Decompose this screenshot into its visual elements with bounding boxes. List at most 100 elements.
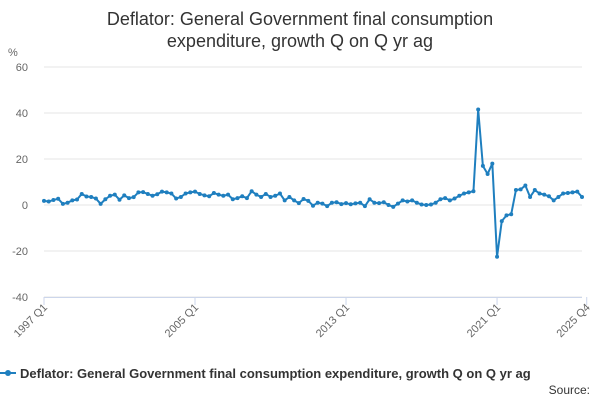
- data-point[interactable]: [372, 200, 377, 205]
- data-point[interactable]: [405, 199, 410, 204]
- data-point[interactable]: [259, 194, 264, 199]
- data-point[interactable]: [433, 200, 438, 205]
- data-point[interactable]: [471, 189, 476, 194]
- data-point[interactable]: [485, 171, 490, 176]
- data-point[interactable]: [207, 194, 212, 199]
- data-point[interactable]: [93, 196, 98, 201]
- data-point[interactable]: [79, 191, 84, 196]
- data-point[interactable]: [249, 189, 254, 194]
- data-point[interactable]: [513, 188, 518, 193]
- data-point[interactable]: [424, 203, 429, 207]
- data-point[interactable]: [334, 200, 339, 205]
- data-point[interactable]: [428, 202, 433, 207]
- data-point[interactable]: [476, 107, 481, 112]
- data-point[interactable]: [561, 191, 566, 196]
- data-point[interactable]: [169, 191, 174, 196]
- data-point[interactable]: [164, 190, 169, 195]
- data-point[interactable]: [202, 193, 207, 198]
- data-point[interactable]: [292, 198, 297, 203]
- data-point[interactable]: [141, 190, 146, 195]
- data-point[interactable]: [480, 163, 485, 168]
- data-point[interactable]: [70, 198, 75, 203]
- data-point[interactable]: [273, 193, 278, 198]
- data-point[interactable]: [362, 204, 367, 209]
- data-point[interactable]: [150, 193, 155, 198]
- data-point[interactable]: [183, 191, 188, 196]
- data-point[interactable]: [159, 189, 164, 194]
- data-point[interactable]: [235, 196, 240, 201]
- data-point[interactable]: [466, 190, 471, 195]
- data-point[interactable]: [108, 193, 113, 198]
- data-point[interactable]: [495, 254, 500, 259]
- data-point[interactable]: [532, 188, 537, 193]
- data-point[interactable]: [565, 191, 570, 196]
- data-point[interactable]: [46, 199, 51, 204]
- data-point[interactable]: [386, 203, 391, 207]
- data-point[interactable]: [60, 201, 65, 206]
- data-point[interactable]: [348, 202, 353, 207]
- data-point[interactable]: [580, 194, 584, 199]
- data-point[interactable]: [344, 201, 349, 206]
- data-point[interactable]: [400, 198, 405, 203]
- data-point[interactable]: [329, 200, 334, 205]
- data-point[interactable]: [381, 200, 386, 205]
- data-point[interactable]: [556, 194, 561, 199]
- data-point[interactable]: [353, 201, 358, 206]
- data-point[interactable]: [575, 189, 580, 194]
- data-point[interactable]: [131, 195, 136, 200]
- data-point[interactable]: [287, 194, 292, 199]
- data-point[interactable]: [193, 189, 198, 194]
- data-point[interactable]: [221, 193, 226, 198]
- data-point[interactable]: [537, 191, 542, 196]
- data-point[interactable]: [410, 198, 415, 203]
- data-point[interactable]: [504, 213, 509, 218]
- data-point[interactable]: [395, 201, 400, 206]
- data-point[interactable]: [42, 198, 46, 203]
- data-point[interactable]: [216, 192, 221, 197]
- data-point[interactable]: [226, 192, 231, 197]
- data-point[interactable]: [254, 192, 259, 197]
- data-point[interactable]: [551, 198, 556, 203]
- data-point[interactable]: [499, 219, 504, 224]
- data-point[interactable]: [244, 196, 249, 201]
- data-point[interactable]: [197, 191, 202, 196]
- data-point[interactable]: [391, 204, 396, 209]
- data-point[interactable]: [311, 203, 315, 208]
- data-point[interactable]: [301, 197, 306, 202]
- data-point[interactable]: [518, 187, 523, 192]
- data-point[interactable]: [122, 193, 127, 198]
- data-point[interactable]: [414, 200, 419, 205]
- data-point[interactable]: [457, 193, 462, 198]
- data-point[interactable]: [178, 194, 183, 199]
- data-point[interactable]: [117, 197, 122, 202]
- data-point[interactable]: [84, 194, 89, 199]
- data-point[interactable]: [542, 192, 547, 197]
- legend[interactable]: Deflator: General Government final consu…: [0, 364, 531, 382]
- data-point[interactable]: [367, 197, 372, 202]
- data-point[interactable]: [325, 204, 330, 209]
- data-point[interactable]: [490, 161, 495, 166]
- data-point[interactable]: [306, 198, 311, 203]
- data-point[interactable]: [315, 200, 320, 205]
- data-point[interactable]: [98, 201, 103, 206]
- data-point[interactable]: [443, 196, 448, 201]
- data-point[interactable]: [56, 196, 61, 201]
- data-point[interactable]: [126, 196, 131, 201]
- data-point[interactable]: [377, 201, 382, 206]
- data-point[interactable]: [51, 197, 56, 202]
- data-point[interactable]: [263, 191, 268, 196]
- data-point[interactable]: [358, 200, 363, 205]
- data-point[interactable]: [65, 200, 70, 205]
- data-point[interactable]: [438, 197, 443, 202]
- data-point[interactable]: [523, 183, 528, 188]
- data-point[interactable]: [188, 190, 193, 195]
- data-point[interactable]: [546, 194, 551, 199]
- data-point[interactable]: [155, 192, 160, 197]
- data-point[interactable]: [452, 196, 457, 201]
- data-point[interactable]: [75, 197, 80, 202]
- data-point[interactable]: [570, 190, 575, 195]
- data-point[interactable]: [230, 197, 235, 202]
- data-point[interactable]: [509, 212, 514, 217]
- data-point[interactable]: [145, 191, 150, 196]
- data-point[interactable]: [240, 194, 245, 199]
